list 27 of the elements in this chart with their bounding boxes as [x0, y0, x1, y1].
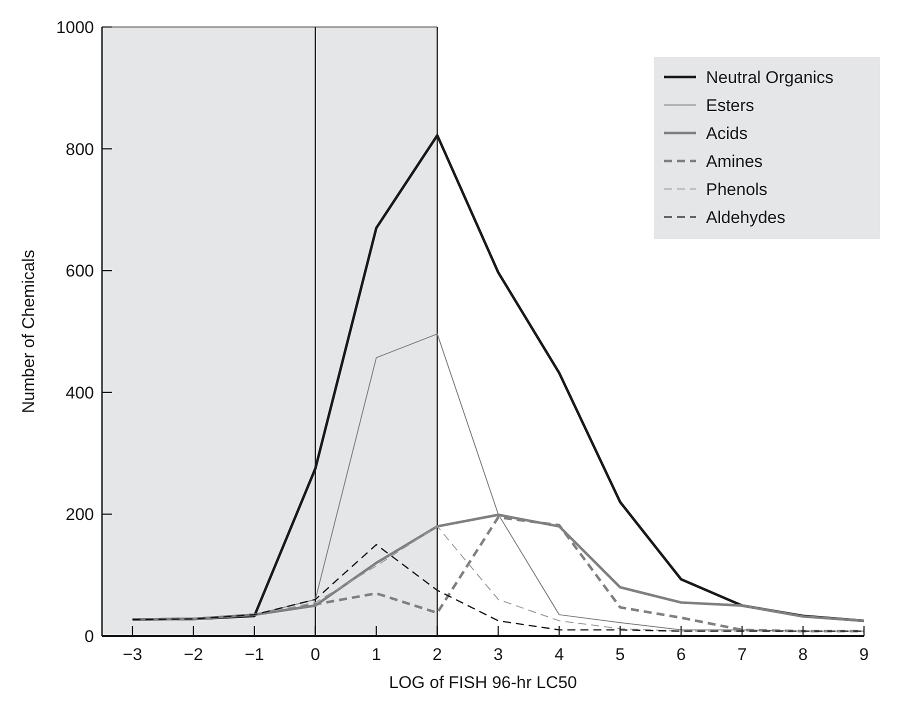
legend-label: Amines: [706, 152, 763, 171]
x-tick-label: 5: [615, 645, 625, 664]
legend-label: Neutral Organics: [706, 68, 834, 87]
y-axis-title: Number of Chemicals: [19, 250, 38, 414]
y-tick-label: 400: [66, 383, 94, 402]
x-tick-label: 1: [372, 645, 382, 664]
x-tick-label: 9: [859, 645, 869, 664]
legend-label: Phenols: [706, 180, 768, 199]
x-tick-label: 6: [676, 645, 686, 664]
x-tick-label: −2: [184, 645, 204, 664]
y-tick-label: 600: [66, 262, 94, 281]
x-axis-title: LOG of FISH 96-hr LC50: [388, 673, 578, 692]
x-tick-label: −3: [122, 645, 142, 664]
x-tick-label: 3: [494, 645, 503, 664]
y-tick-label: 0: [84, 626, 94, 646]
x-tick-label: 8: [798, 645, 808, 664]
legend-label: Aldehydes: [706, 208, 786, 227]
legend-label: Acids: [706, 124, 748, 143]
x-tick-label: 2: [432, 645, 442, 664]
y-tick-label: 1000: [56, 18, 94, 37]
x-tick-label: 7: [737, 645, 747, 664]
legend-label: Esters: [706, 96, 754, 115]
y-tick-label: 200: [66, 505, 94, 524]
x-tick-label: −1: [244, 645, 264, 664]
x-tick-label: 0: [310, 645, 320, 664]
x-tick-label: 4: [554, 645, 564, 664]
y-tick-label: 800: [66, 140, 94, 159]
